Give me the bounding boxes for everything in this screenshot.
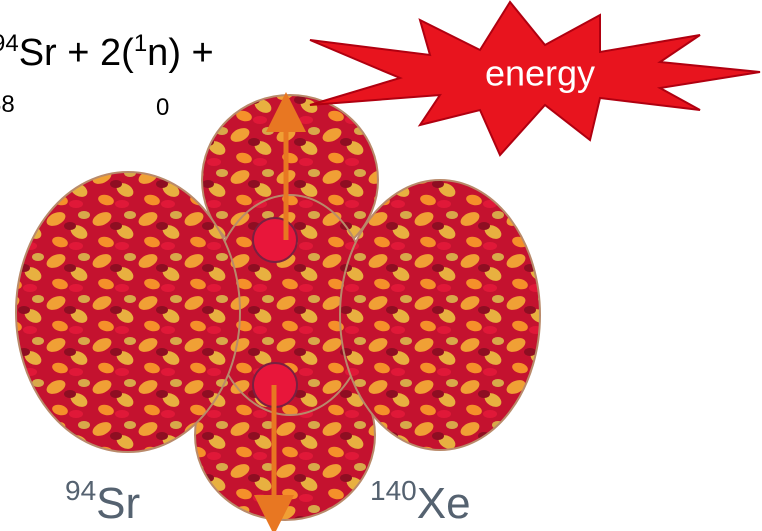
nucleus-right xyxy=(340,180,540,450)
equation-text: ) + xyxy=(168,32,213,74)
symbol: Xe xyxy=(417,479,471,528)
symbol: Sr xyxy=(96,479,140,528)
nucleus-cluster xyxy=(16,95,540,520)
page: {"equation": {"mass_number": "94", "atom… xyxy=(0,0,762,531)
equation: 94Sr + 2(1n) + xyxy=(0,30,214,74)
fragment-label: 140Xe xyxy=(370,475,471,528)
neutron-mass: 1 xyxy=(134,30,147,57)
energy-label: energy xyxy=(485,53,595,94)
symbol: Sr xyxy=(19,32,57,74)
equation-text: + 2( xyxy=(57,32,134,74)
neutron xyxy=(253,218,297,262)
neutron-symbol: n xyxy=(147,32,168,74)
mass-number: 140 xyxy=(370,475,417,506)
mass-number: 94 xyxy=(0,30,19,57)
nucleus-left xyxy=(16,172,240,452)
mass-number: 94 xyxy=(65,475,96,506)
fission-diagram: 94Sr + 2(1n) + 38 0 energy 94Sr 140Xe xyxy=(0,0,762,531)
fragment-label: 94Sr xyxy=(65,475,140,528)
atomic-number: 38 xyxy=(0,91,15,118)
neutron-charge: 0 xyxy=(156,94,169,121)
